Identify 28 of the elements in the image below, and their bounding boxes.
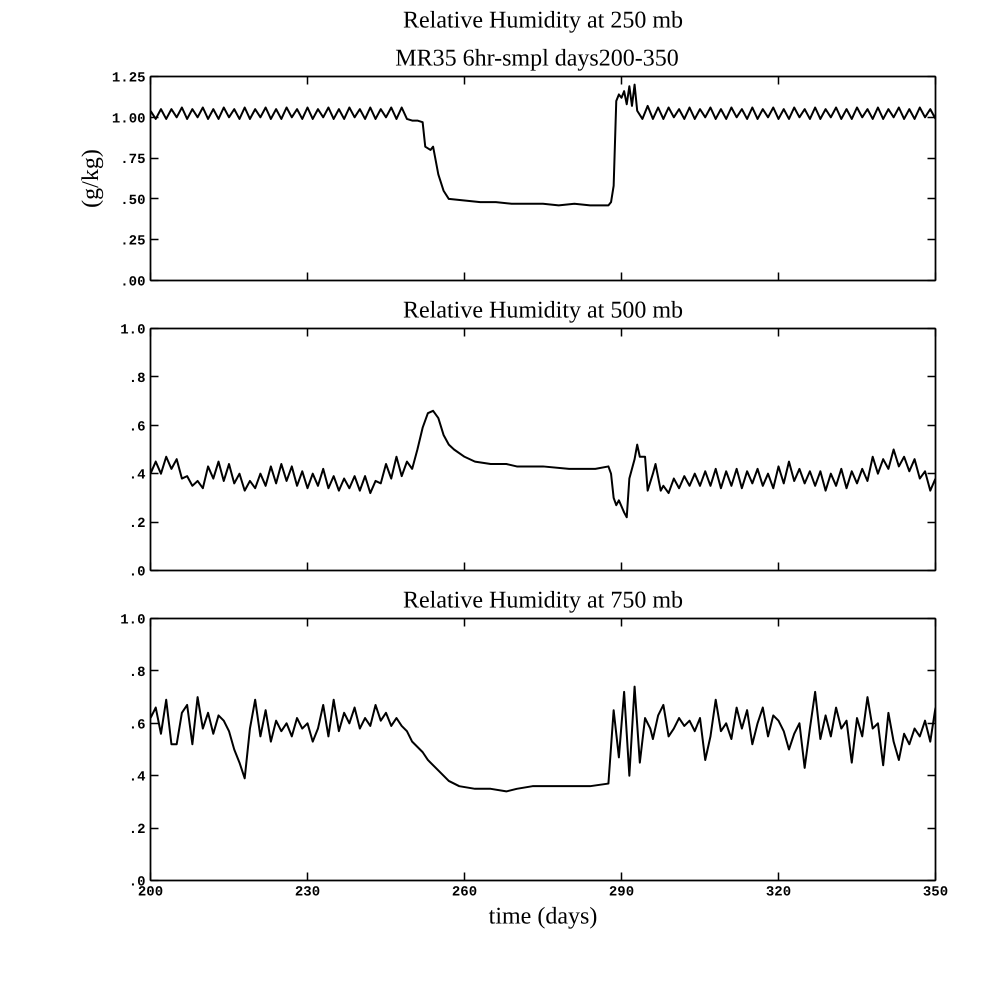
x-tick-label: 260 bbox=[452, 884, 478, 900]
y-tick-label: .50 bbox=[120, 192, 146, 209]
x-axis-title: time (days) bbox=[488, 904, 598, 930]
y-tick-label: .00 bbox=[120, 274, 146, 290]
y-tick-label: .4 bbox=[128, 468, 146, 484]
chart-title: Relative Humidity at 500 mb bbox=[403, 298, 683, 324]
x-tick-label: 350 bbox=[922, 884, 948, 900]
y-tick-label: .2 bbox=[128, 822, 146, 838]
y-tick-label: .2 bbox=[128, 516, 146, 532]
y-tick-label: 1.0 bbox=[120, 322, 146, 338]
y-tick-label: .8 bbox=[128, 370, 146, 387]
chart-title: Relative Humidity at 250 mb bbox=[403, 8, 683, 34]
y-tick-label: .6 bbox=[128, 419, 146, 436]
y-tick-label: .6 bbox=[128, 717, 146, 734]
y-tick-label: .8 bbox=[128, 664, 146, 681]
y-tick-label: .0 bbox=[128, 564, 146, 580]
x-tick-label: 320 bbox=[766, 884, 792, 900]
y-tick-label: 1.25 bbox=[112, 70, 146, 86]
y-axis-title: (g/kg) bbox=[78, 149, 104, 208]
y-tick-label: 1.00 bbox=[112, 111, 146, 128]
y-tick-label: .25 bbox=[120, 234, 146, 250]
y-tick-label: .75 bbox=[120, 152, 146, 168]
x-tick-label: 290 bbox=[608, 884, 634, 900]
y-tick-label: 1.0 bbox=[120, 612, 146, 628]
chart-title: Relative Humidity at 750 mb bbox=[403, 588, 683, 614]
y-tick-label: .4 bbox=[128, 770, 146, 786]
x-tick-label: 230 bbox=[294, 884, 320, 900]
chart-subtitle: MR35 6hr-smpl days200-350 bbox=[395, 46, 679, 72]
